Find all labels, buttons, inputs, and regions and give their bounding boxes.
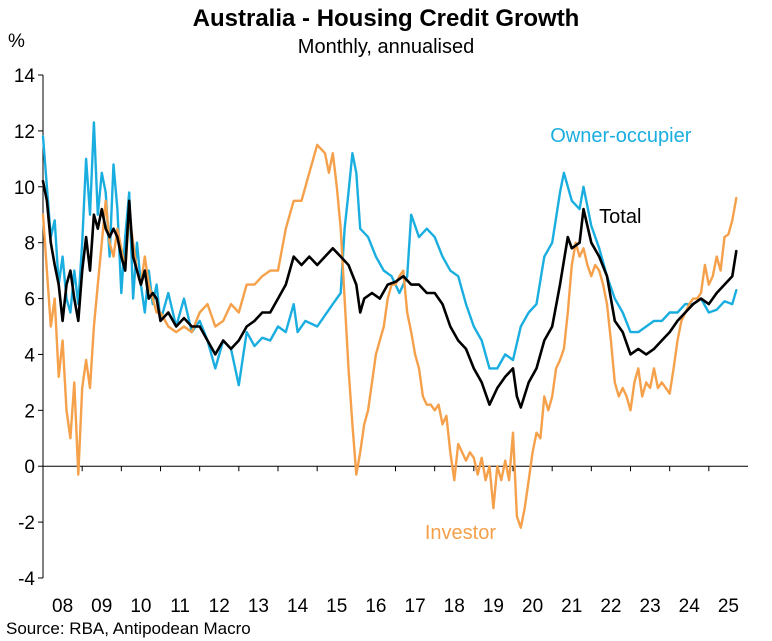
y-tick-label: -4 [18,569,35,590]
x-tick-label: 23 [640,596,661,617]
series-line-investor [41,143,738,529]
x-tick-label: 15 [326,596,347,617]
x-tick-label: 22 [600,596,621,617]
y-tick-label: 10 [14,178,35,199]
y-tick-label: 14 [14,66,36,87]
x-tick-label: 24 [679,596,701,617]
x-tick-label: 09 [91,596,112,617]
series-label-owner-occupier: Owner-occupier [550,125,692,147]
x-tick-label: 20 [522,596,543,617]
source-note: Source: RBA, Antipodean Macro [6,619,251,638]
y-tick-label: 12 [14,122,35,143]
x-tick-label: 25 [718,596,739,617]
x-tick-label: 21 [561,596,582,617]
chart-subtitle: Monthly, annualised [298,36,474,58]
y-tick-label: 4 [24,345,35,366]
x-tick-label: 18 [444,596,465,617]
y-tick-label: 8 [24,234,35,255]
x-tick-label: 13 [248,596,269,617]
y-tick-label: 6 [24,290,35,311]
series-label-total: Total [599,206,641,228]
y-tick-label: 2 [24,401,35,422]
x-tick-label: 16 [365,596,386,617]
series-labels: Owner-occupier Total Investor [425,125,692,544]
y-tick-label: 0 [24,457,35,478]
chart-title: Australia - Housing Credit Growth [193,5,580,32]
x-tick-label: 12 [209,596,230,617]
x-tick-label: 08 [52,596,73,617]
x-tick-label: 19 [483,596,504,617]
x-tick-label: 14 [287,596,309,617]
x-tick-label: 11 [170,596,190,617]
series-line-owner-occupier [41,121,738,387]
x-tick-label: 10 [130,596,151,617]
series-line-total [41,179,738,409]
y-tick-label: -2 [18,513,35,534]
y-axis-unit-label: % [8,31,25,52]
series-layer [41,121,738,529]
x-tick-label: 17 [405,596,426,617]
series-label-investor: Investor [425,522,496,544]
